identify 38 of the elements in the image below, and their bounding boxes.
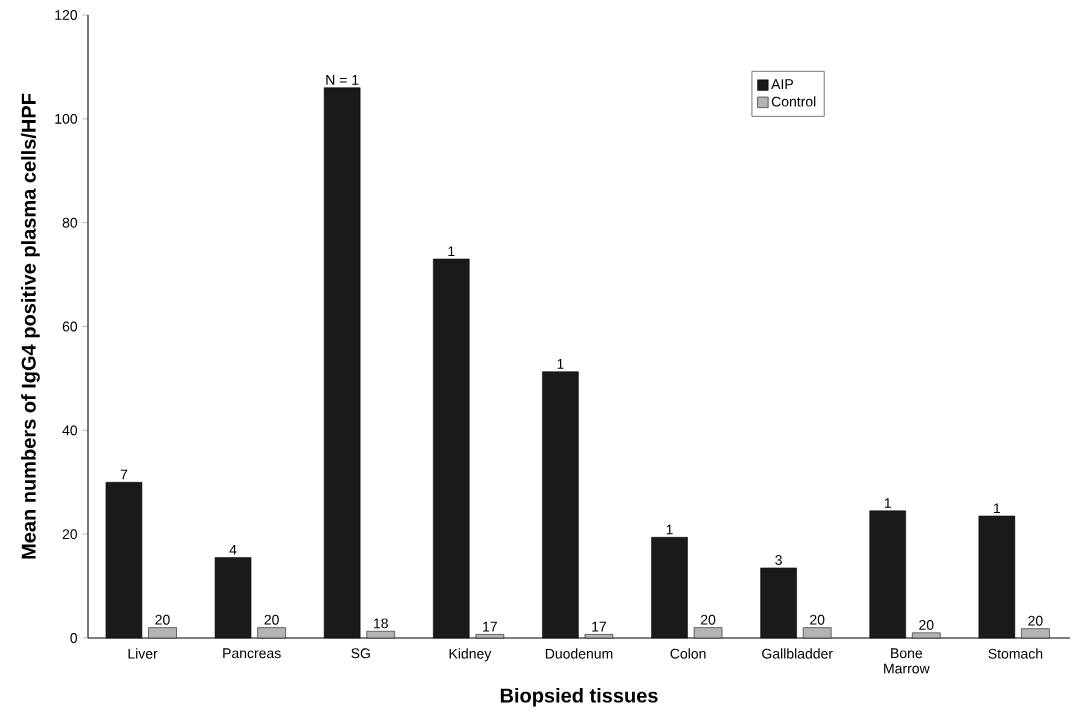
annotation: 17 <box>483 621 497 632</box>
x-tick-label: Duodenum <box>545 648 613 659</box>
annotation: 20 <box>700 614 716 625</box>
annotation: 1 <box>557 359 564 369</box>
annotation: 20 <box>1028 615 1043 626</box>
x-tick-label: Gallbladder <box>762 648 833 659</box>
annotation: 7 <box>120 469 128 480</box>
annotation: 17 <box>592 621 607 632</box>
annotation: 1 <box>448 246 455 257</box>
annotation: N = 1 <box>326 75 359 85</box>
legend-label: Control <box>771 96 816 107</box>
x-tick-label: Stomach <box>988 648 1043 659</box>
x-tick-label: SG <box>351 648 370 659</box>
y-tick-label: 120 <box>55 10 78 20</box>
y-tick-label: 100 <box>55 113 78 124</box>
annotation: 1 <box>884 498 891 508</box>
annotation: 1 <box>666 524 673 535</box>
x-tick-label: Colon <box>670 648 706 659</box>
x-tick-label: Bone Marrow <box>884 648 930 674</box>
x-tick-label: Liver <box>128 648 158 659</box>
x-tick-label: Pancreas <box>223 648 281 659</box>
x-axis-title: Biopsied tissues <box>500 687 658 707</box>
y-tick-label: 0 <box>70 633 78 643</box>
annotation: 20 <box>810 614 825 625</box>
annotation: 1 <box>994 503 1001 514</box>
x-tick-label: Kidney <box>449 648 492 662</box>
y-tick-label: 40 <box>62 425 78 436</box>
annotation: 20 <box>919 619 934 630</box>
annotation: 20 <box>155 614 170 625</box>
y-tick-label: 20 <box>62 529 78 540</box>
annotation: 20 <box>264 614 279 625</box>
annotation: 18 <box>374 618 388 629</box>
y-axis-title: Mean numbers of IgG4 positive plasma cells/HPF <box>21 93 40 559</box>
legend-label: AIP <box>771 79 793 89</box>
annotation: 4 <box>229 544 237 555</box>
y-tick-label: 80 <box>62 217 78 228</box>
annotation: 3 <box>775 555 782 565</box>
y-tick-label: 60 <box>62 321 78 332</box>
